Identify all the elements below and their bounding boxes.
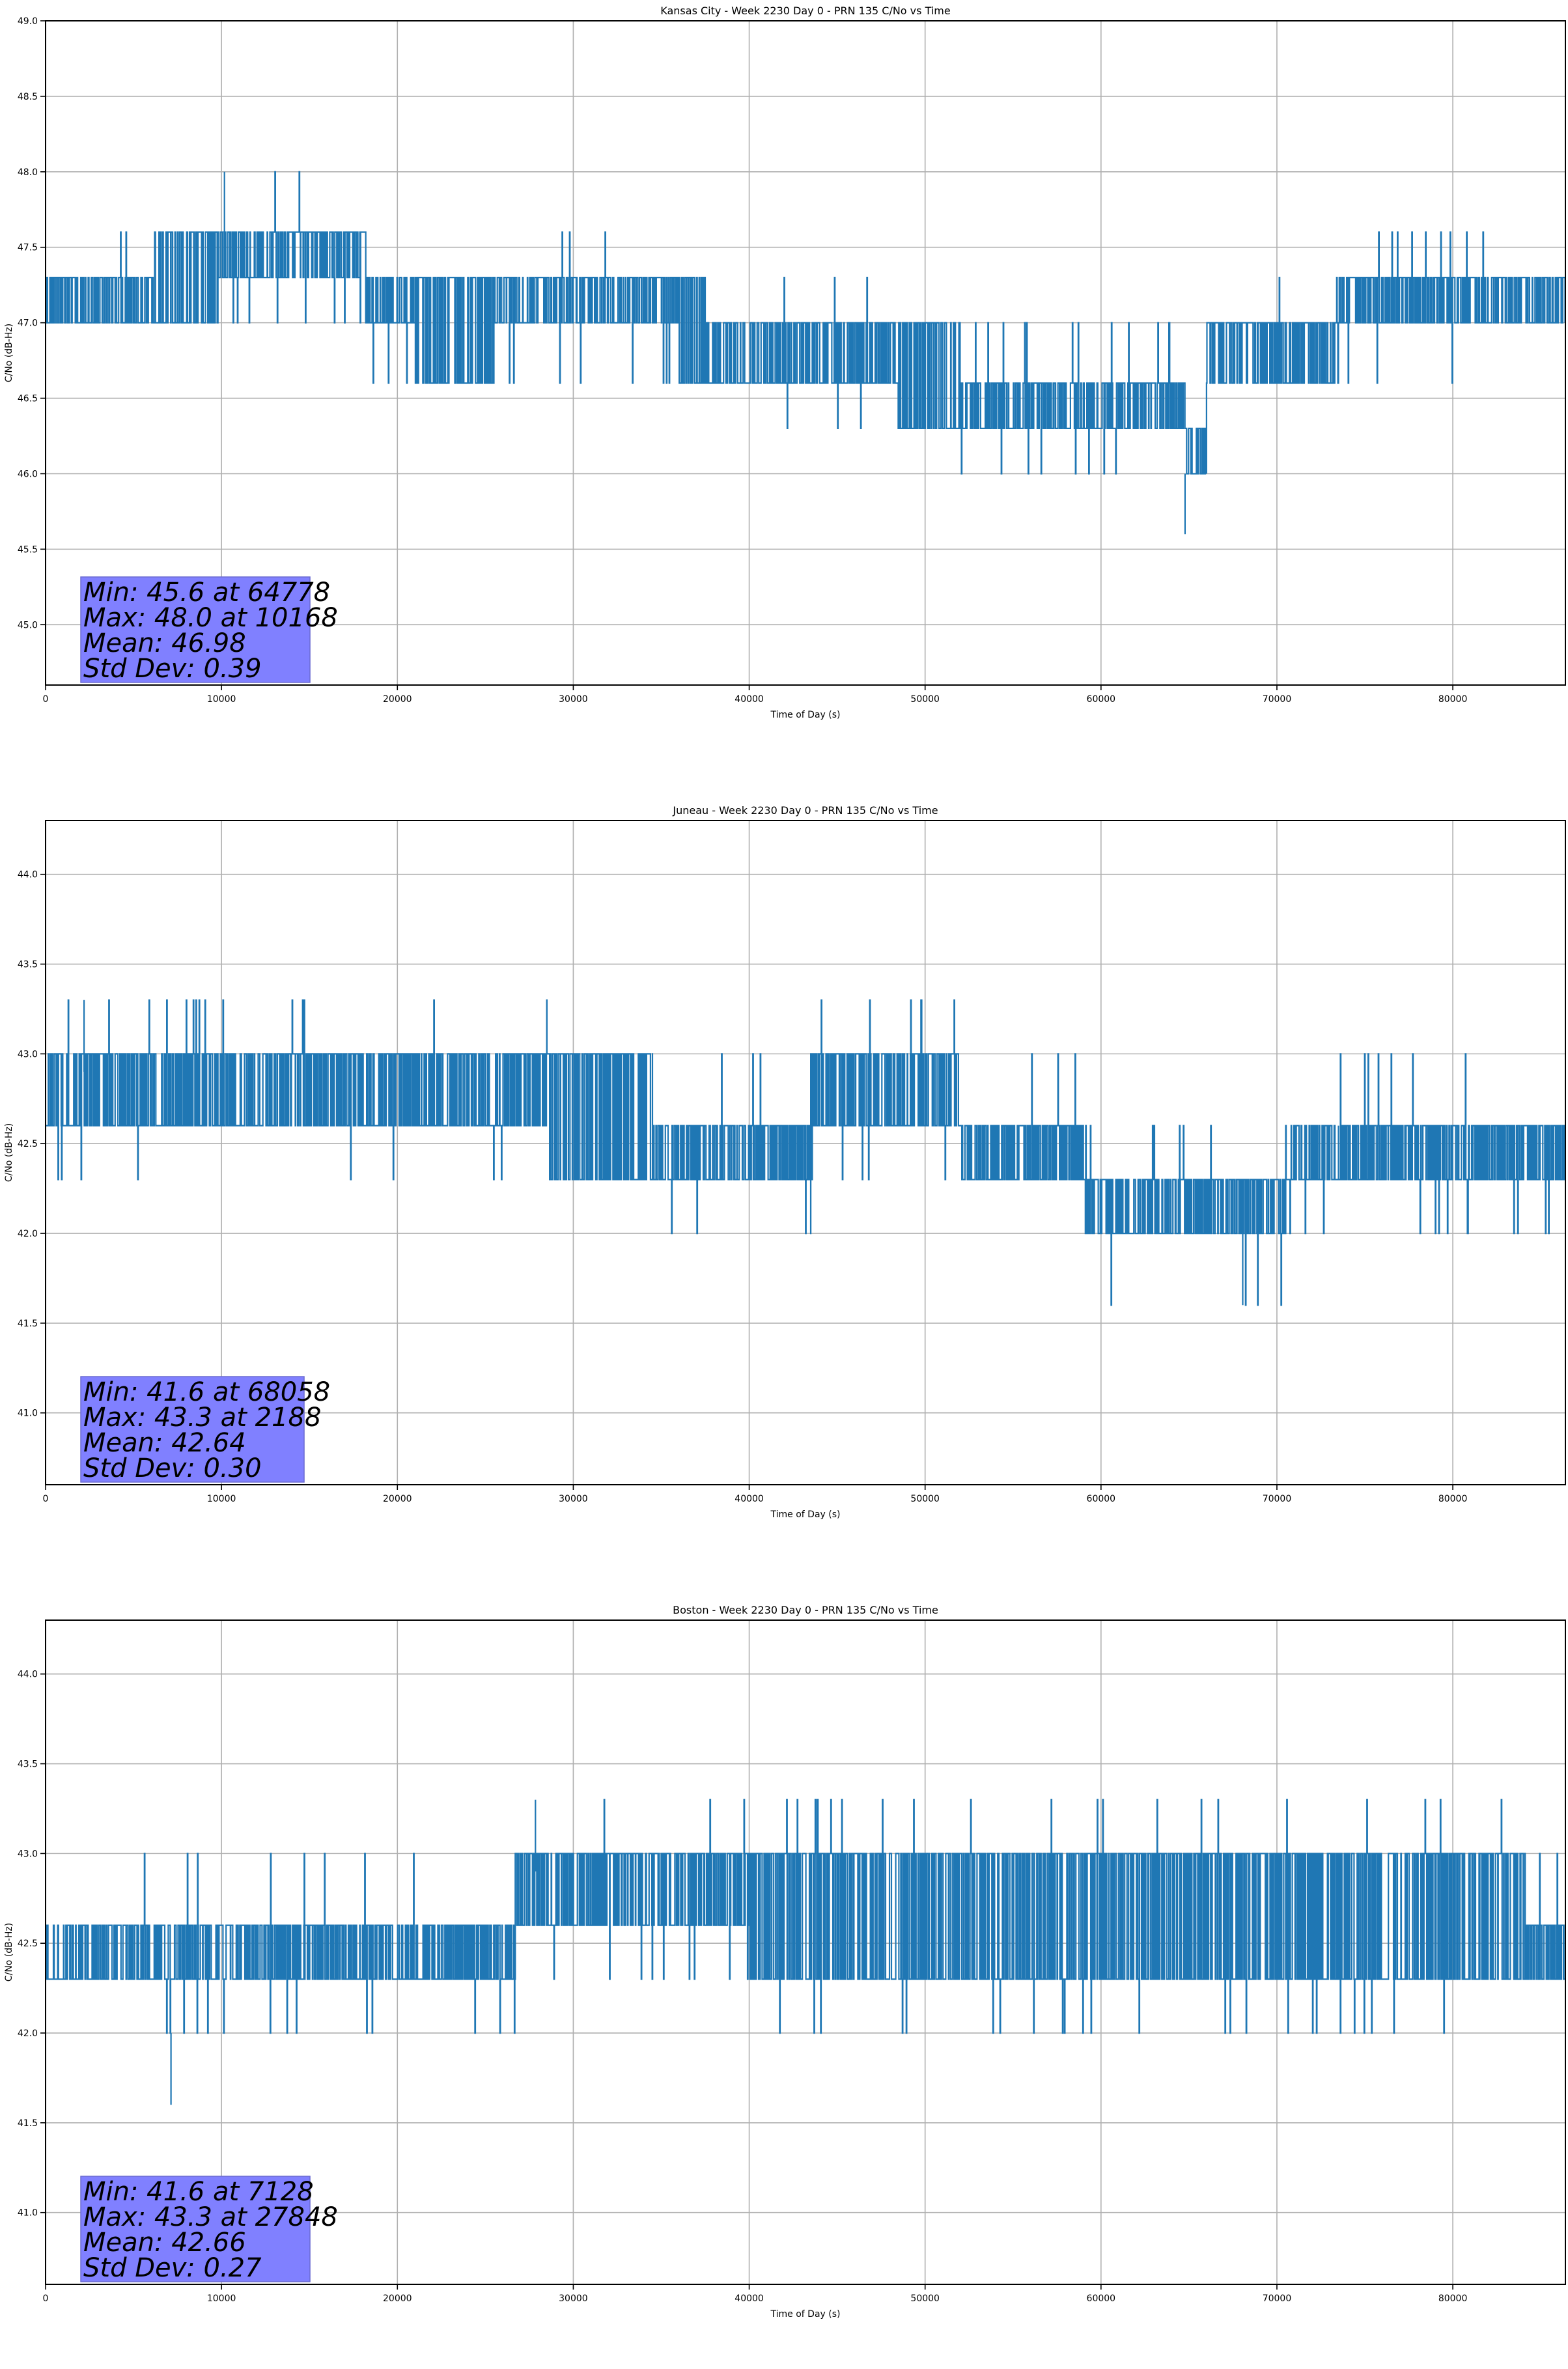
x-tick-label: 80000: [1438, 694, 1468, 705]
y-tick-label: 46.0: [18, 469, 38, 479]
x-tick-label: 30000: [559, 1494, 588, 1504]
x-tick-label: 50000: [910, 1494, 940, 1504]
x-tick-label: 0: [43, 2293, 49, 2304]
stats-line: Std Dev: 0.39: [83, 654, 262, 684]
y-tick-label: 43.0: [18, 1849, 38, 1859]
x-tick-label: 40000: [735, 2293, 764, 2304]
axes-frame: [45, 1619, 1566, 2285]
x-tick-label: 30000: [559, 694, 588, 705]
stats-line: Std Dev: 0.30: [83, 1453, 262, 1483]
y-tick-label: 42.0: [18, 1229, 38, 1239]
x-tick-label: 20000: [383, 2293, 412, 2304]
stats-line: Mean: 42.66: [83, 2228, 246, 2258]
x-tick-label: 20000: [383, 1494, 412, 1504]
x-tick-label: 80000: [1438, 1494, 1468, 1504]
x-tick-label: 60000: [1087, 694, 1116, 705]
stats-line: Max: 48.0 at 10168: [83, 603, 338, 633]
x-tick-label: 10000: [207, 1494, 236, 1504]
y-axis-label: C/No (dB-Hz): [4, 324, 14, 382]
x-tick-label: 10000: [207, 2293, 236, 2304]
x-tick-label: 50000: [910, 2293, 940, 2304]
y-tick-label: 42.0: [18, 2028, 38, 2039]
chart-svg: 0 10000 20000 30000 40000 50000 60000 70000 8000…: [4, 5, 1566, 720]
x-tick-label: 20000: [383, 694, 412, 705]
cno-series-line: [46, 999, 1565, 1306]
y-tick-label: 43.0: [18, 1049, 38, 1059]
y-axis-label: C/No (dB-Hz): [4, 1923, 14, 1982]
x-tick-label: 60000: [1087, 1494, 1116, 1504]
y-tick-label: 48.0: [18, 167, 38, 178]
y-tick-label: 44.0: [18, 1670, 38, 1680]
chart-title: Boston - Week 2230 Day 0 - PRN 135 C/No …: [673, 1604, 938, 1616]
x-tick-label: 0: [43, 1494, 49, 1504]
chart-panel-juneau: 0 10000 20000 30000 40000 50000 60000 70000 8000…: [0, 800, 1568, 1569]
stats-box: [80, 2176, 311, 2282]
stats-box: [80, 576, 311, 683]
stats-line: Min: 41.6 at 68058: [83, 1377, 330, 1407]
x-tick-label: 70000: [1263, 1494, 1292, 1504]
x-tick-label: 10000: [207, 694, 236, 705]
y-tick-label: 41.5: [18, 2118, 38, 2129]
stats-line: Mean: 46.98: [83, 628, 246, 658]
x-tick-label: 40000: [735, 1494, 764, 1504]
axes-frame: [45, 820, 1566, 1485]
y-tick-label: 41.0: [18, 2208, 38, 2219]
y-tick-label: 43.5: [18, 1759, 38, 1770]
y-tick-label: 41.5: [18, 1319, 38, 1329]
y-tick-label: 42.5: [18, 1139, 38, 1149]
cno-series-line: [46, 171, 1565, 535]
stats-line: Min: 45.6 at 64778: [83, 578, 330, 608]
x-axis-label: Time of Day (s): [770, 1509, 841, 1520]
y-axis-label: C/No (dB-Hz): [4, 1123, 14, 1182]
x-axis-label: Time of Day (s): [770, 710, 841, 720]
cno-series-line: [46, 1799, 1565, 2105]
axes-frame: [45, 20, 1566, 686]
x-tick-label: 50000: [910, 694, 940, 705]
y-tick-label: 47.5: [18, 243, 38, 253]
chart-title: Juneau - Week 2230 Day 0 - PRN 135 C/No …: [672, 804, 938, 817]
stats-line: Mean: 42.64: [83, 1428, 246, 1458]
x-tick-label: 60000: [1087, 2293, 1116, 2304]
x-axis-label: Time of Day (s): [770, 2309, 841, 2320]
chart-svg: 0 10000 20000 30000 40000 50000 60000 70000 8000…: [4, 1604, 1566, 2320]
y-tick-label: 48.5: [18, 92, 38, 102]
y-tick-label: 41.0: [18, 1409, 38, 1419]
y-tick-label: 43.5: [18, 960, 38, 970]
y-tick-label: 44.0: [18, 870, 38, 880]
x-tick-label: 40000: [735, 694, 764, 705]
chart-svg: 0 10000 20000 30000 40000 50000 60000 70000 8000…: [4, 804, 1566, 1520]
chart-panel-boston: 0 10000 20000 30000 40000 50000 60000 70000 8000…: [0, 1599, 1568, 2369]
x-tick-label: 30000: [559, 2293, 588, 2304]
y-tick-label: 49.0: [18, 16, 38, 27]
chart-panel-kansas-city: 0 10000 20000 30000 40000 50000 60000 70000 8000…: [0, 0, 1568, 770]
x-tick-label: 70000: [1263, 2293, 1292, 2304]
y-tick-label: 46.5: [18, 394, 38, 404]
y-tick-label: 42.5: [18, 1939, 38, 1949]
y-tick-label: 47.0: [18, 318, 38, 329]
x-tick-label: 0: [43, 694, 49, 705]
stats-line: Std Dev: 0.27: [83, 2253, 262, 2283]
stats-box: [80, 1376, 305, 1483]
x-tick-label: 80000: [1438, 2293, 1468, 2304]
y-tick-label: 45.5: [18, 544, 38, 555]
chart-title: Kansas City - Week 2230 Day 0 - PRN 135 …: [660, 5, 950, 17]
stats-line: Max: 43.3 at 2188: [83, 1403, 321, 1433]
x-tick-label: 70000: [1263, 694, 1292, 705]
stats-line: Max: 43.3 at 27848: [83, 2202, 338, 2232]
y-tick-label: 45.0: [18, 620, 38, 630]
stats-line: Min: 41.6 at 7128: [83, 2177, 314, 2207]
